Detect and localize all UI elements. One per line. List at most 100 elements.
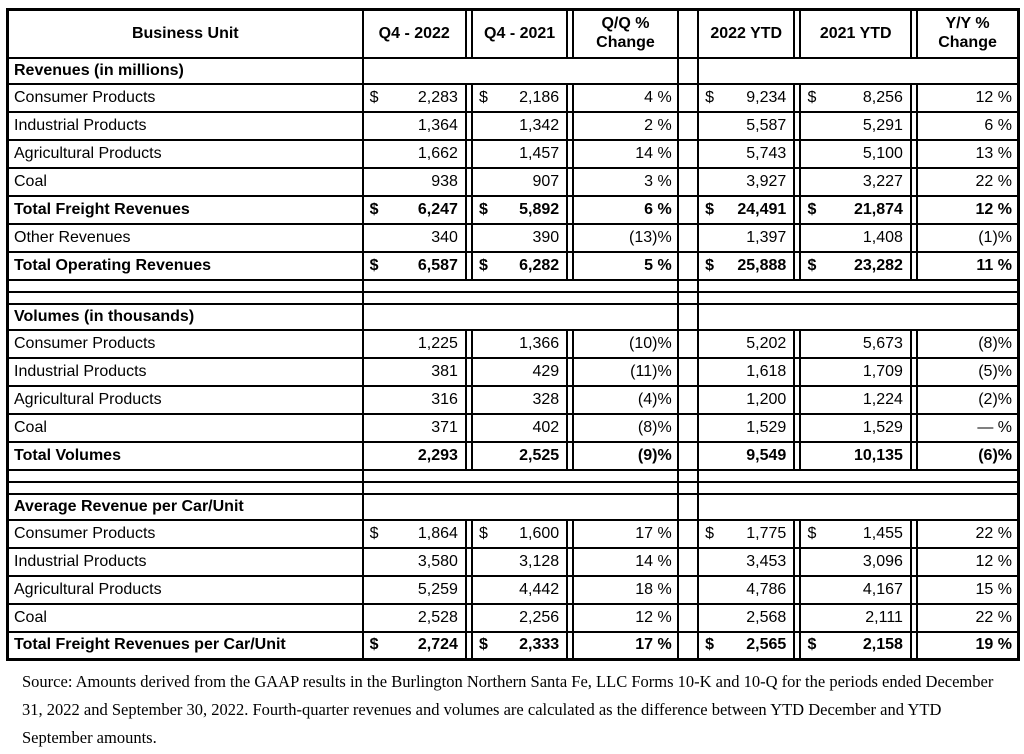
spacer-cell	[676, 166, 700, 197]
dollar-sign: $	[369, 524, 379, 542]
pct-cell: 19 %	[916, 630, 1020, 661]
value-cell: $9,234	[697, 82, 796, 113]
value-cell: $2,283	[361, 82, 467, 113]
table-row: Industrial Products 3,580 3,128 14 % 3,453 3,…	[7, 546, 1020, 577]
pct-cell: 11 %	[916, 250, 1020, 281]
spacer-cell	[676, 492, 700, 521]
spacer-cell	[676, 290, 700, 305]
pct-cell: — %	[916, 412, 1020, 443]
gap-cell	[909, 356, 919, 387]
gap-cell	[909, 250, 919, 281]
header-q4-2022: Q4 - 2022	[361, 8, 467, 59]
cell-value: 3,927	[746, 172, 787, 190]
value-cell: $2,565	[697, 630, 796, 661]
gap-cell	[566, 328, 575, 359]
value-cell: 5,291	[799, 110, 912, 141]
gap-cell	[464, 630, 474, 661]
pct-cell: (6)%	[916, 440, 1020, 471]
row-label: Total Freight Revenues	[7, 194, 364, 225]
pct-cell: (4)%	[572, 384, 679, 415]
cell-value: 2,528	[417, 608, 458, 626]
cell-value: 2,283	[417, 88, 458, 106]
spacer-cell	[676, 574, 700, 605]
cell-value: 371	[431, 418, 458, 436]
gap-cell	[464, 602, 474, 633]
merged-empty-cell	[362, 302, 678, 331]
table-row: Coal 938 907 3 % 3,927 3,227 22 %	[7, 166, 1020, 197]
value-cell: $1,455	[799, 518, 912, 549]
header-gap	[793, 8, 802, 59]
cell-value: 3,227	[862, 172, 903, 190]
merged-empty-cell	[698, 56, 1019, 85]
cell-value: 1,397	[746, 228, 787, 246]
pct-cell: (5)%	[916, 356, 1020, 387]
value-cell: 4,786	[697, 574, 796, 605]
gap-cell	[464, 82, 474, 113]
value-cell: 402	[471, 412, 569, 443]
value-cell: 429	[471, 356, 569, 387]
value-cell: $6,282	[471, 250, 569, 281]
value-cell: $2,333	[471, 630, 569, 661]
value-cell: 4,442	[471, 574, 569, 605]
cell-value: 3,128	[519, 552, 560, 570]
pct-cell: 6 %	[916, 110, 1020, 141]
gap-cell	[909, 630, 919, 661]
value-cell: 1,457	[471, 138, 569, 169]
gap-cell	[566, 574, 575, 605]
spacer-cell	[676, 82, 700, 113]
gap-cell	[793, 384, 802, 415]
spacer-cell	[676, 222, 700, 253]
dollar-sign: $	[705, 200, 715, 218]
gap-cell	[566, 82, 575, 113]
cell-value: 4,442	[519, 580, 560, 598]
gap-cell	[793, 412, 802, 443]
gap-cell	[793, 138, 802, 169]
gap-cell	[793, 602, 802, 633]
value-cell: 1,397	[697, 222, 796, 253]
spacer-cell	[676, 110, 700, 141]
gap-cell	[566, 546, 575, 577]
row-label: Consumer Products	[7, 518, 364, 549]
dollar-sign: $	[807, 524, 817, 542]
row-label: Coal	[7, 602, 364, 633]
value-cell: 1,225	[361, 328, 467, 359]
value-cell: 390	[471, 222, 569, 253]
dollar-sign: $	[479, 88, 488, 106]
table-row: Consumer Products 1,225 1,366 (10)% 5,202 5,6…	[7, 328, 1020, 359]
value-cell: 1,200	[697, 384, 796, 415]
value-cell: 5,100	[799, 138, 912, 169]
dollar-sign: $	[807, 636, 817, 654]
gap-cell	[909, 110, 919, 141]
pct-cell: 18 %	[572, 574, 679, 605]
cell-value: 2,293	[417, 446, 458, 464]
cell-value: 1,455	[862, 524, 903, 542]
merged-empty-cell	[362, 468, 678, 483]
row-label: Consumer Products	[7, 82, 364, 113]
gap-cell	[793, 250, 802, 281]
header-yy-change: Y/Y % Change	[916, 8, 1020, 59]
table-row: Agricultural Products 1,662 1,457 14 % 5,743…	[7, 138, 1020, 169]
value-cell: 1,342	[471, 110, 569, 141]
gap-cell	[464, 518, 474, 549]
spacer-cell	[676, 356, 700, 387]
gap-cell	[566, 194, 575, 225]
pct-cell: 3 %	[572, 166, 679, 197]
row-label: Coal	[7, 412, 364, 443]
pct-cell: 22 %	[916, 602, 1020, 633]
value-cell: 4,167	[799, 574, 912, 605]
gap-cell	[464, 440, 474, 471]
pct-cell: (13)%	[572, 222, 679, 253]
gap-cell	[793, 546, 802, 577]
row-label: Average Revenue per Car/Unit	[7, 492, 364, 521]
merged-empty-cell	[362, 492, 678, 521]
spacer-cell	[676, 480, 700, 495]
gap-cell	[909, 384, 919, 415]
pct-cell: 12 %	[572, 602, 679, 633]
cell-value: 8,256	[862, 88, 903, 106]
value-cell: $8,256	[799, 82, 912, 113]
dollar-sign: $	[705, 256, 715, 274]
table-row: Coal 371 402 (8)% 1,529 1,529 — %	[7, 412, 1020, 443]
dollar-sign: $	[479, 200, 488, 218]
cell-value: 5,743	[746, 144, 787, 162]
spacer-cell	[676, 384, 700, 415]
